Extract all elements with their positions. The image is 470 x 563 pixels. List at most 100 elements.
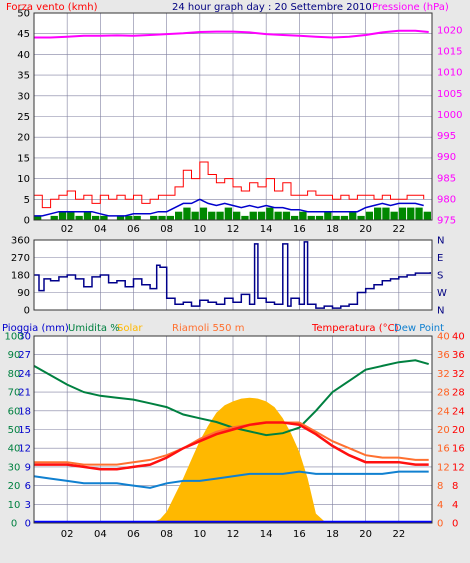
temperature-tick-label-dup: 12: [452, 462, 465, 473]
temperature-tick-label-dup: 20: [452, 425, 465, 436]
gust-bar: [133, 215, 141, 220]
temperature-tick-label-dup: 28: [452, 388, 465, 399]
y2-tick-label: 1020: [437, 25, 462, 36]
rain-tick-label: 0: [25, 519, 31, 530]
temperature-tick-label-dup: 24: [452, 406, 465, 417]
rain-tick-label: 21: [18, 388, 31, 399]
y-tick-label: 30: [17, 91, 30, 102]
y2-tick-label: W: [437, 288, 447, 299]
y-tick-label: 180: [11, 271, 30, 282]
gust-bar: [241, 215, 249, 220]
rain-label: Pioggia (mm): [2, 323, 69, 334]
gust-bar: [208, 211, 216, 220]
gust-bar: [92, 215, 100, 220]
temperature-tick-label-dup: 32: [452, 369, 465, 380]
temperature-line: [34, 421, 429, 471]
temperature-tick-label: 12: [437, 462, 450, 473]
humidity-tick-label: 80: [8, 369, 21, 380]
x-tick-label: 20: [359, 224, 372, 235]
x-axis-top: 02 04 06 08 10 12 14 16 18 20 22: [61, 224, 405, 235]
y2-tick-label: S: [437, 271, 443, 282]
x-tick-label: 18: [326, 529, 339, 540]
x-tick-label: 14: [260, 224, 273, 235]
x-tick-label: 14: [260, 529, 273, 540]
wind-speed-label: Forza vento (kmh): [6, 2, 98, 13]
rain-tick-label: 24: [18, 369, 31, 380]
dewpoint-line: [33, 470, 429, 489]
gust-bar: [166, 215, 174, 220]
gust-bar: [257, 211, 266, 220]
x-tick-label: 10: [193, 224, 206, 235]
temperature-tick-label: 20: [437, 425, 450, 436]
y-tick-label: 25: [17, 112, 30, 123]
gust-bar: [191, 211, 199, 220]
gust-bar: [315, 215, 324, 220]
y2-tick-label: N: [437, 306, 444, 317]
humidity-tick-label: 20: [8, 481, 21, 492]
x-tick-label: 06: [127, 224, 140, 235]
gust-bar: [216, 211, 224, 220]
rain-tick-label: 27: [18, 350, 31, 361]
x-tick-label: 08: [160, 529, 173, 540]
gust-bar: [324, 211, 332, 220]
y2-tick-label: 1010: [437, 68, 462, 79]
y2-tick-label: E: [437, 253, 443, 264]
y-tick-label: 10: [17, 174, 30, 185]
gust-bar: [398, 207, 407, 220]
temperature-tick-label-dup: 8: [452, 481, 458, 492]
gust-bar: [340, 215, 349, 220]
location-label: Riamoli 550 m: [172, 323, 244, 334]
gust-bar: [158, 215, 166, 220]
y2-tick-label: 980: [437, 194, 456, 205]
y-tick-label: 0: [24, 216, 30, 227]
humidity-label: Umidita %: [68, 323, 120, 334]
rain-tick-label: 3: [25, 500, 31, 511]
gust-bar: [50, 215, 58, 220]
chart-title: 24 hour graph day : 20 Settembre 2010: [172, 2, 372, 13]
y-tick-label: 15: [17, 153, 30, 164]
gust-bar: [233, 211, 241, 220]
humidity-tick-label: 40: [8, 444, 21, 455]
x-tick-label: 10: [193, 529, 206, 540]
gust-bar: [266, 207, 274, 220]
y2-tick-label: 1015: [437, 47, 462, 58]
gust-bar: [34, 215, 42, 220]
dewpoint-label: Dew Point: [394, 323, 444, 334]
x-tick-label: 12: [227, 224, 240, 235]
gust-bar: [83, 211, 92, 220]
humidity-tick-label: 100: [4, 332, 23, 343]
gust-bar: [125, 215, 133, 220]
x-tick-label: 18: [326, 224, 339, 235]
humidity-tick-label: 90: [8, 350, 21, 361]
gust-bar: [382, 207, 390, 220]
gust-bars: [34, 207, 431, 220]
humidity-tick-label: 10: [8, 500, 21, 511]
gust-bar: [175, 211, 183, 220]
rain-tick-label: 6: [25, 481, 31, 492]
temperature-tick-label-dup: 4: [452, 500, 458, 511]
gust-bar: [407, 207, 415, 220]
gust-bar: [307, 215, 315, 220]
rain-tick-label: 15: [18, 425, 31, 436]
y2-tick-label: N: [437, 236, 444, 247]
temperature-tick-label: 8: [437, 481, 443, 492]
y2-tick-label: 985: [437, 173, 456, 184]
gust-bar: [365, 211, 373, 220]
x-tick-label: 12: [227, 529, 240, 540]
temperature-tick-label: 28: [437, 388, 450, 399]
temperature-label: Temperatura (°C): [311, 323, 399, 334]
temperature-tick-label: 0: [437, 519, 443, 530]
x-tick-label: 04: [94, 529, 107, 540]
humidity-tick-label: 70: [8, 388, 21, 399]
temperature-tick-label-dup: 40: [452, 332, 465, 343]
solar-label: Solar: [117, 323, 143, 334]
gust-bar: [224, 207, 232, 220]
x-tick-label: 16: [293, 224, 306, 235]
y-tick-label: 40: [17, 50, 30, 61]
rain-tick-label: 30: [18, 332, 31, 343]
gust-bar: [75, 215, 83, 220]
x-tick-label: 08: [160, 224, 173, 235]
